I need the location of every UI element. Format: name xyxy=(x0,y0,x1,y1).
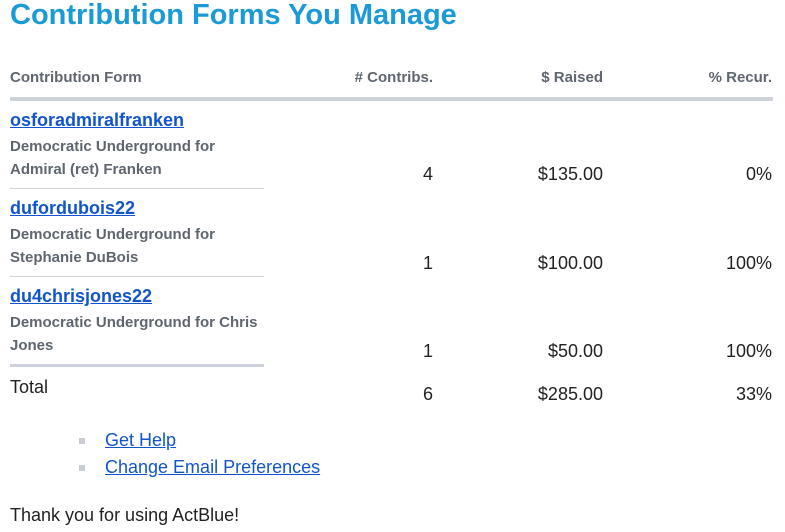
form-description: Democratic Underground for Stephanie DuB… xyxy=(10,226,216,266)
form-description: Democratic Underground for Admiral (ret)… xyxy=(10,138,216,178)
header-divider xyxy=(10,97,773,101)
form-description: Democratic Underground for Chris Jones xyxy=(10,314,258,354)
bullet-icon xyxy=(79,438,85,444)
bullet-icon xyxy=(79,465,85,471)
change-email-preferences-link[interactable]: Change Email Preferences xyxy=(105,457,321,477)
row-raised: $50.00 xyxy=(547,341,603,361)
header-contribs: # Contribs. xyxy=(354,69,433,86)
form-link[interactable]: osforadmiralfranken xyxy=(10,110,185,130)
page-title: Contribution Forms You Manage xyxy=(10,0,457,31)
row-contribs: 4 xyxy=(422,164,433,184)
total-contribs: 6 xyxy=(422,384,433,404)
total-recur: 33% xyxy=(735,384,772,404)
row-recur: 100% xyxy=(725,341,772,361)
row-contribs: 1 xyxy=(422,341,433,361)
form-link[interactable]: du4chrisjones22 xyxy=(10,286,153,306)
row-contribs: 1 xyxy=(422,253,433,273)
header-contribution-form: Contribution Form xyxy=(10,69,142,86)
row-raised: $100.00 xyxy=(537,253,603,273)
get-help-link[interactable]: Get Help xyxy=(105,430,177,450)
total-raised: $285.00 xyxy=(537,384,603,404)
form-link[interactable]: dufordubois22 xyxy=(10,198,135,218)
row-recur: 100% xyxy=(725,253,772,273)
total-divider xyxy=(10,364,264,367)
header-recur: % Recur. xyxy=(708,69,772,86)
row-divider xyxy=(10,276,264,277)
header-raised: $ Raised xyxy=(541,69,603,86)
row-divider xyxy=(10,188,264,189)
total-label: Total xyxy=(10,377,49,397)
thank-you-message: Thank you for using ActBlue! xyxy=(10,505,240,525)
row-recur: 0% xyxy=(745,164,772,184)
row-raised: $135.00 xyxy=(537,164,603,184)
